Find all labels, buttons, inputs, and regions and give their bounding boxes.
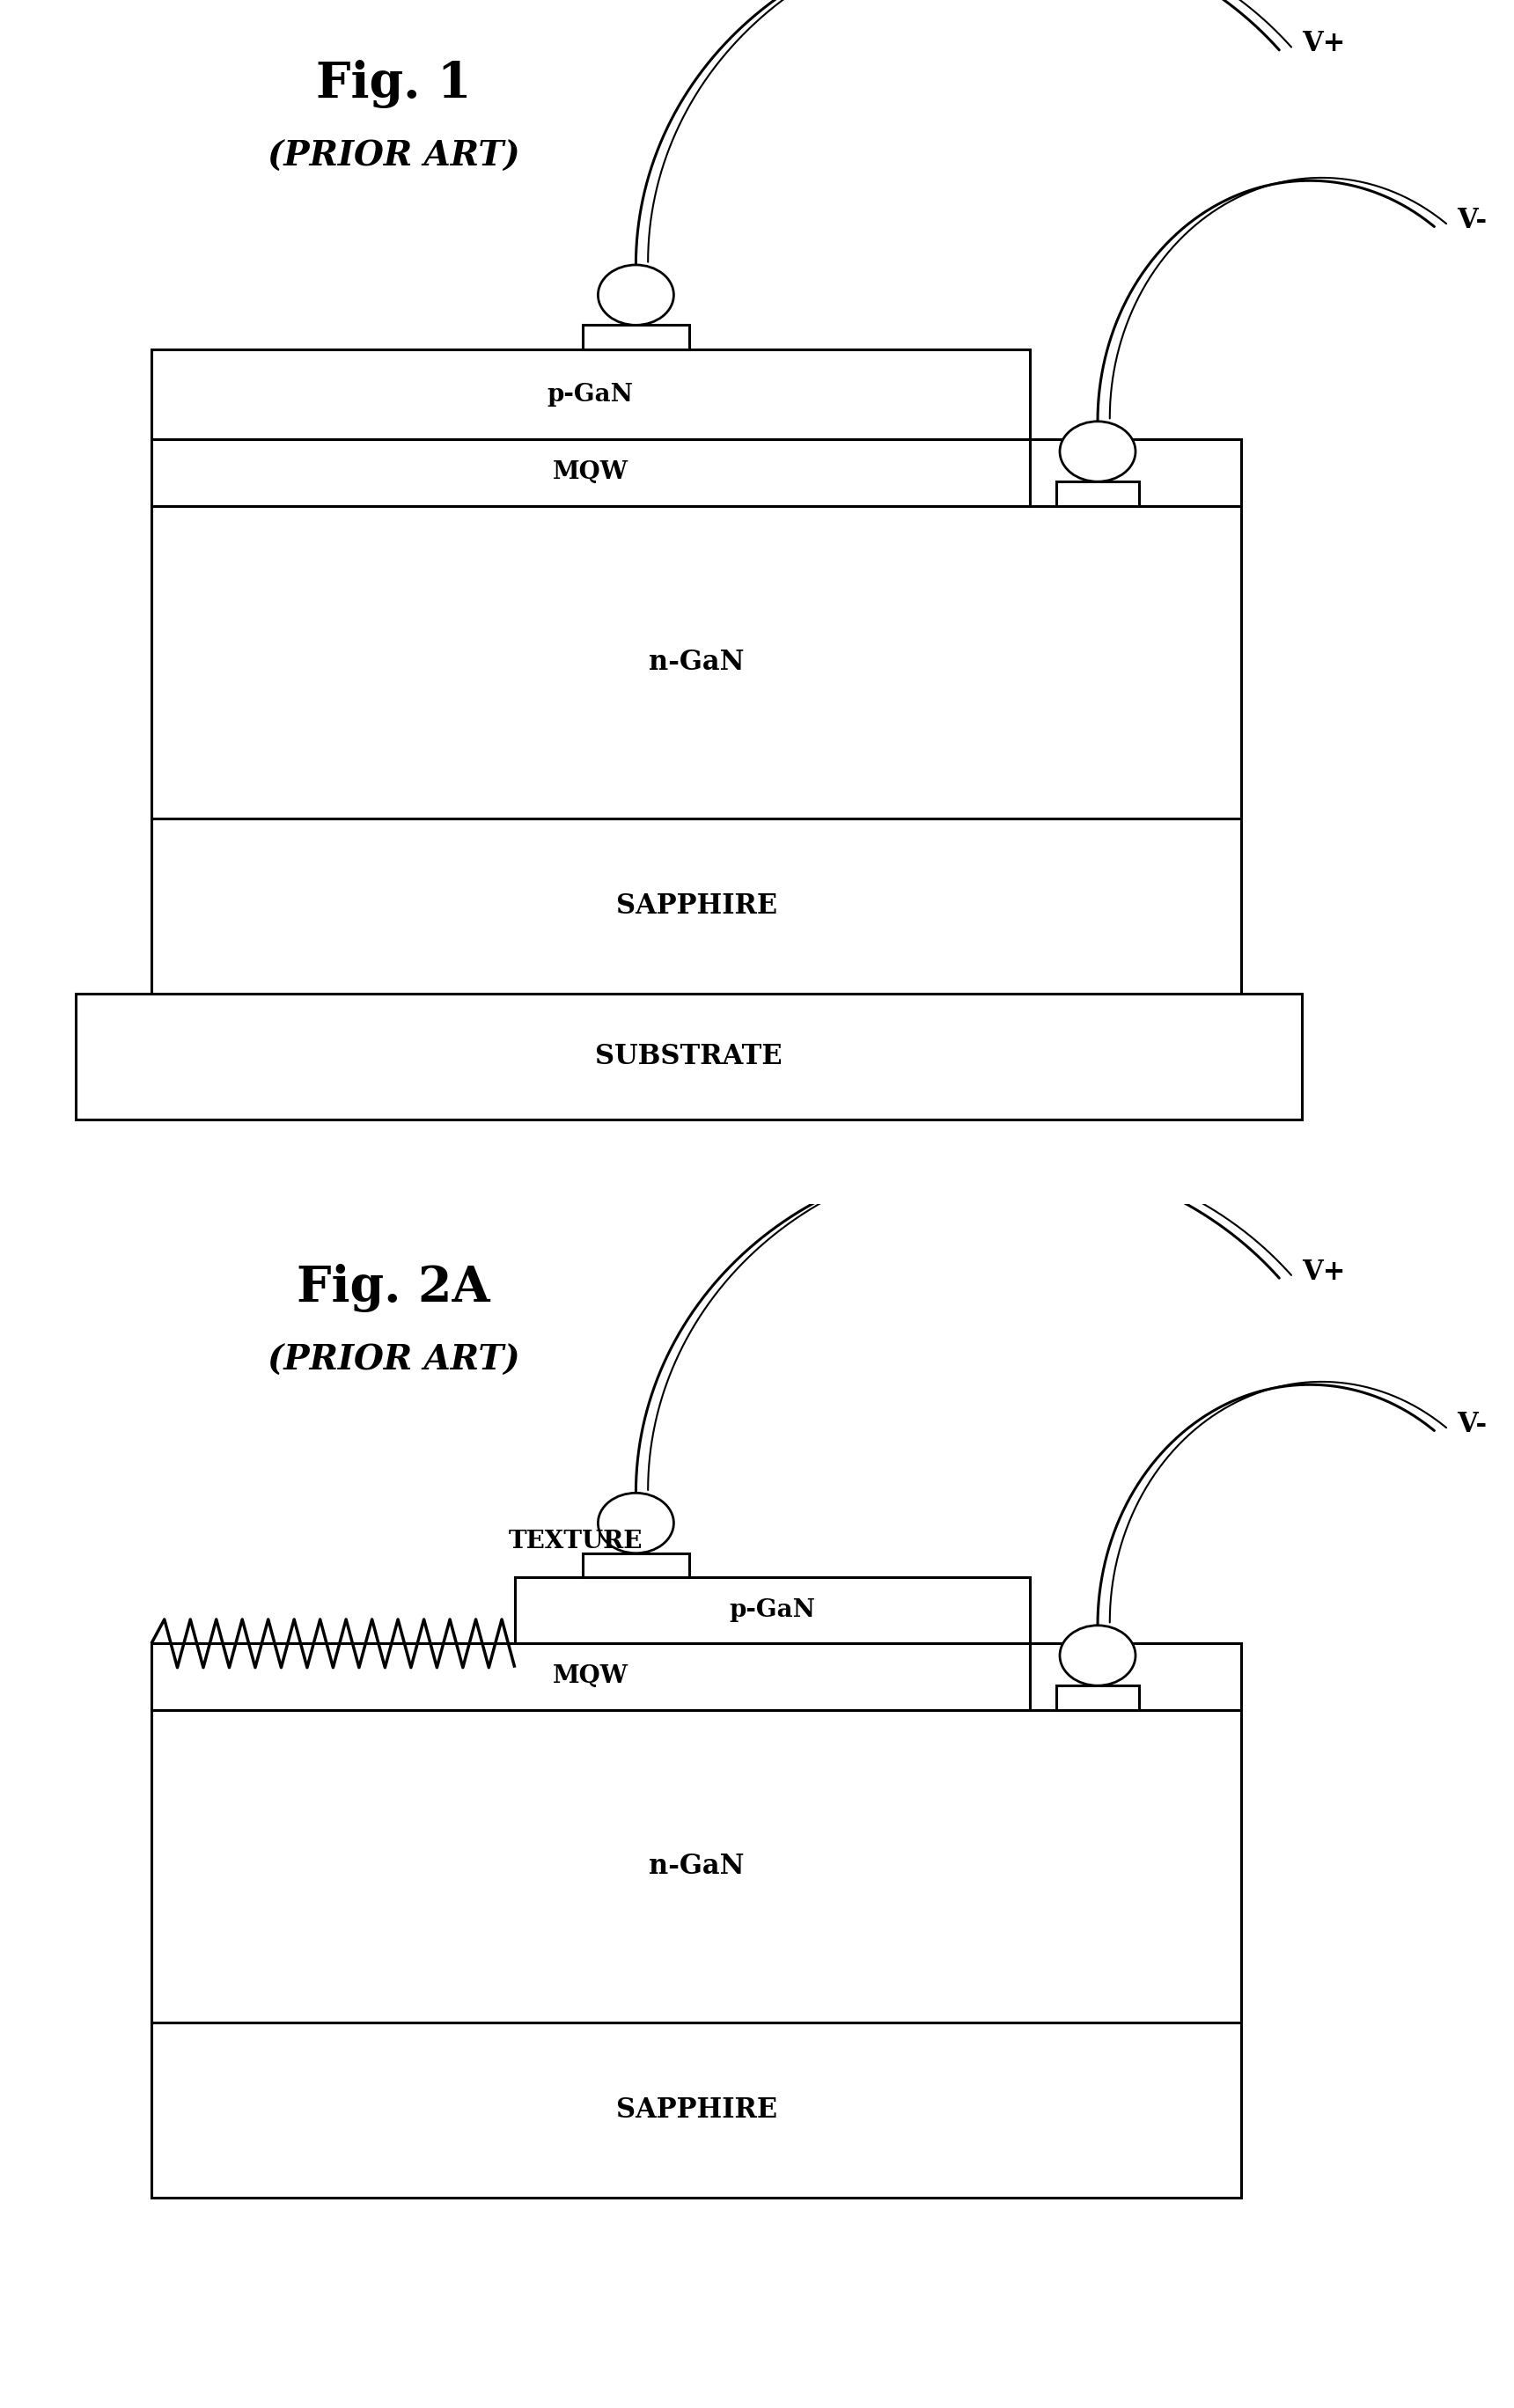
Text: V-: V- [1456, 207, 1487, 234]
Text: MQW: MQW [553, 460, 628, 484]
Bar [583, 1553, 689, 1577]
Text: V-: V- [1456, 1411, 1487, 1438]
Circle shape [1060, 1625, 1136, 1686]
Text: V+: V+ [1302, 1259, 1346, 1286]
Circle shape [598, 1493, 674, 1553]
Text: p-GaN: p-GaN [730, 1599, 815, 1623]
Text: SAPPHIRE: SAPPHIRE [616, 2097, 777, 2124]
Circle shape [598, 265, 674, 325]
Text: SUBSTRATE: SUBSTRATE [595, 1043, 783, 1069]
Bar [151, 506, 1241, 819]
Bar [1030, 438, 1241, 506]
Text: Fig. 1: Fig. 1 [316, 60, 471, 108]
Text: TEXTURE: TEXTURE [509, 1529, 642, 1553]
Bar [151, 819, 1241, 992]
Text: Fig. 2A: Fig. 2A [297, 1264, 491, 1312]
Text: n-GaN: n-GaN [648, 648, 745, 677]
Circle shape [1060, 421, 1136, 482]
Bar [151, 1642, 1030, 1710]
Text: V+: V+ [1302, 31, 1346, 58]
Bar [1057, 482, 1140, 506]
Bar [515, 1577, 1030, 1642]
Bar [151, 349, 1030, 438]
Bar [151, 438, 1030, 506]
Text: (PRIOR ART): (PRIOR ART) [268, 140, 519, 173]
Bar [151, 1710, 1241, 2023]
Bar [1057, 1686, 1140, 1710]
Text: SAPPHIRE: SAPPHIRE [616, 893, 777, 920]
Text: MQW: MQW [553, 1664, 628, 1688]
Bar [1030, 1642, 1241, 1710]
Bar [583, 325, 689, 349]
Bar [76, 992, 1302, 1120]
Text: p-GaN: p-GaN [548, 383, 633, 407]
Bar [151, 2023, 1241, 2196]
Text: (PRIOR ART): (PRIOR ART) [268, 1344, 519, 1377]
Text: n-GaN: n-GaN [648, 1852, 745, 1881]
